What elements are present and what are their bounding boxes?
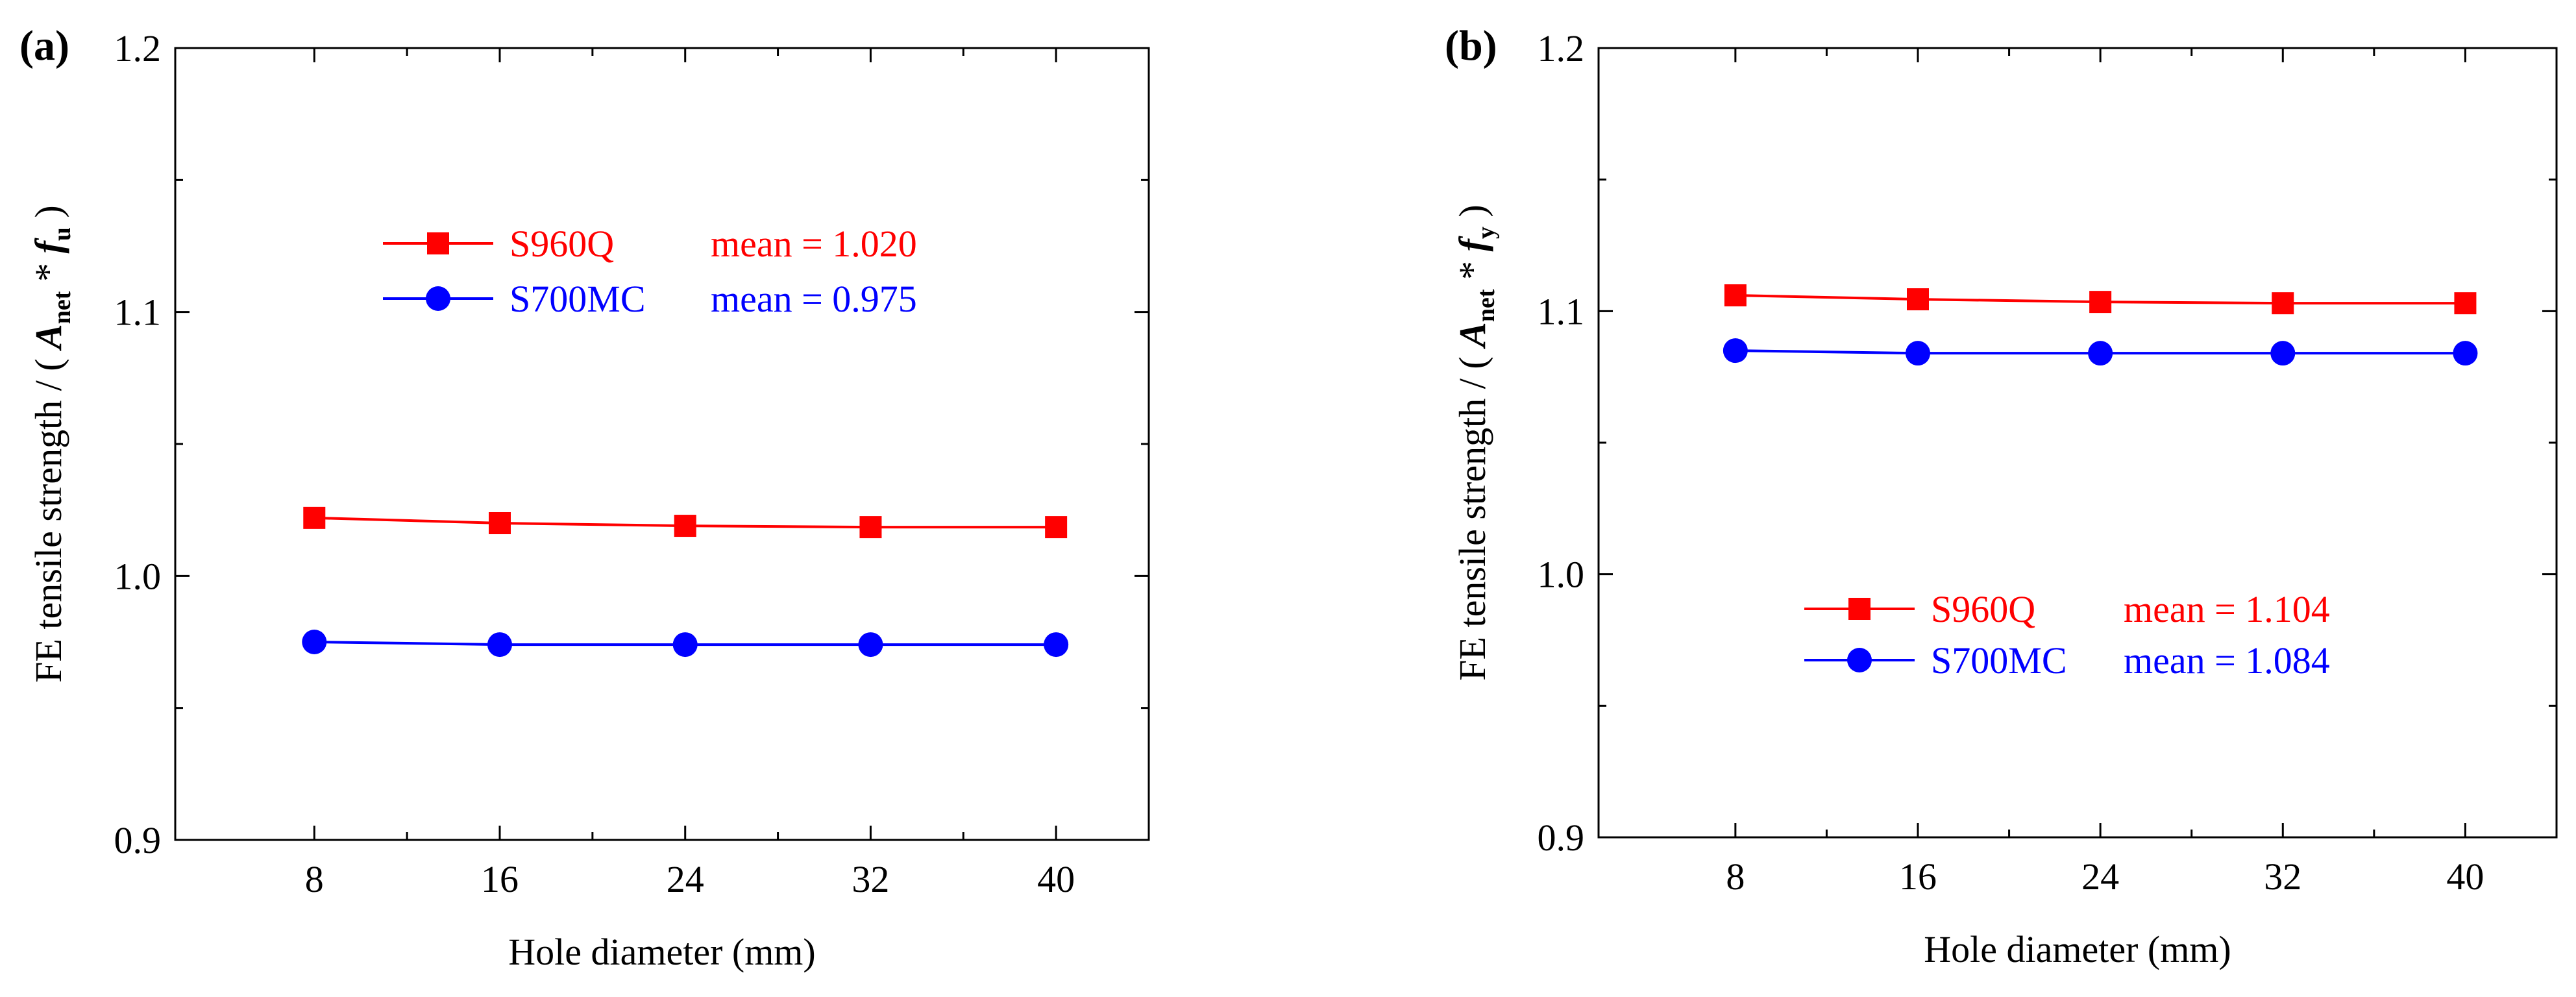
x-axis-title: Hole diameter (mm) <box>1924 928 2231 970</box>
legend-mean-value: mean = 1.084 <box>2124 639 2330 682</box>
chart-panel-a: 0.9 1.0 1.1 1.2 8 16 24 32 40 (a) Hole diameter (m… <box>19 22 1150 973</box>
data-point-s960q <box>303 506 326 529</box>
x-tick-label: 40 <box>1037 858 1075 900</box>
data-point-s700mc <box>2088 341 2113 366</box>
plot-frame <box>1597 47 2558 839</box>
data-point-s960q <box>1724 284 1747 307</box>
legend-series-name: S700MC <box>509 278 646 320</box>
data-point-s960q <box>489 512 511 534</box>
y-tick-label: 1.1 <box>114 291 162 334</box>
legend-entry-s700mc: S700MC mean = 0.975 <box>383 278 917 320</box>
x-tick-label: 16 <box>481 858 519 900</box>
data-point-s960q <box>859 516 882 539</box>
data-point-s700mc <box>487 632 512 658</box>
legend-mean-value: mean = 1.104 <box>2124 588 2330 630</box>
x-tick-label: 32 <box>2264 855 2301 898</box>
legend-series-name: S960Q <box>1931 588 2035 630</box>
legend-marker-square <box>427 232 449 254</box>
y-tick-label: 1.2 <box>114 27 162 69</box>
x-tick-label: 8 <box>305 858 324 900</box>
y-tick-label: 1.0 <box>1538 554 1585 596</box>
y-tick-label: 1.1 <box>1538 290 1585 332</box>
data-point-s960q <box>2454 292 2477 315</box>
x-tick-label: 16 <box>1899 855 1937 898</box>
y-tick-label: 1.0 <box>114 555 162 597</box>
series-s700mc <box>302 630 1069 658</box>
x-tick-label: 32 <box>852 858 889 900</box>
series-s700mc <box>1723 338 2478 366</box>
legend-marker-square <box>1848 598 1871 620</box>
legend-entry-s960q: S960Q mean = 1.104 <box>1804 588 2330 630</box>
legend-marker-circle <box>1847 648 1872 672</box>
chart-panel-b: 0.9 1.0 1.1 1.2 8 16 24 32 40 (b) Hole diameter (m… <box>1445 22 2558 970</box>
legend-entry-s700mc: S700MC mean = 1.084 <box>1804 639 2330 682</box>
panel-label: (a) <box>19 22 69 69</box>
series-s960q <box>303 506 1068 539</box>
data-point-s700mc <box>672 632 698 658</box>
panel-label: (b) <box>1445 22 1497 69</box>
legend-mean-value: mean = 0.975 <box>711 278 917 320</box>
data-point-s700mc <box>302 630 327 654</box>
x-tick-label: 24 <box>667 858 704 900</box>
legend-series-name: S700MC <box>1931 639 2067 682</box>
data-point-s700mc <box>2453 341 2478 366</box>
x-tick-label: 24 <box>2081 855 2119 898</box>
data-point-s960q <box>2089 291 2112 314</box>
y-axis-title: FE tensile strength / ( Anet * fy ) <box>1451 204 1500 680</box>
data-point-s700mc <box>858 632 883 658</box>
plot-frame <box>174 47 1150 841</box>
x-axis-title: Hole diameter (mm) <box>508 931 816 973</box>
y-tick-label: 0.9 <box>1538 817 1585 859</box>
legend-entry-s960q: S960Q mean = 1.020 <box>383 223 917 265</box>
data-point-s700mc <box>2270 341 2296 366</box>
data-point-s960q <box>1907 288 1929 311</box>
x-tick-label: 8 <box>1726 855 1745 898</box>
y-tick-label: 0.9 <box>114 819 162 861</box>
data-point-s700mc <box>1906 341 1930 366</box>
y-axis-title: FE tensile strength / ( Anet * fu ) <box>27 205 76 683</box>
data-point-s700mc <box>1044 632 1069 658</box>
legend-marker-circle <box>426 286 450 311</box>
x-tick-label: 40 <box>2446 855 2484 898</box>
legend-mean-value: mean = 1.020 <box>711 223 917 265</box>
data-point-s960q <box>2272 292 2294 315</box>
data-point-s960q <box>674 515 696 537</box>
y-tick-label: 1.2 <box>1538 27 1585 69</box>
legend-series-name: S960Q <box>509 223 614 265</box>
data-point-s960q <box>1045 516 1068 539</box>
series-s960q <box>1724 284 2477 315</box>
data-point-s700mc <box>1723 338 1748 363</box>
